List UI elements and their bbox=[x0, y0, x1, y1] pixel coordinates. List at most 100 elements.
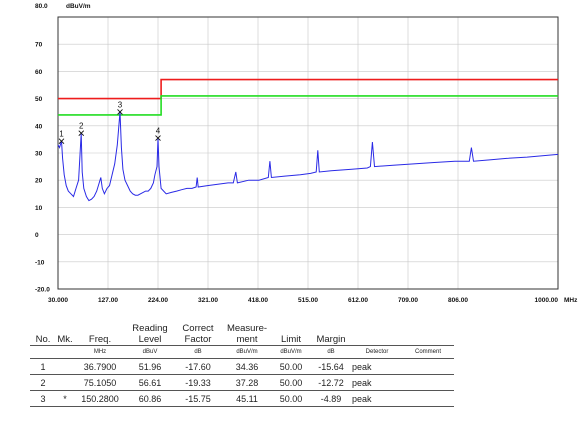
table-row: 1 36.7900 51.96 -17.60 34.36 50.00 -15.6… bbox=[30, 358, 454, 375]
limit-lines bbox=[58, 78, 558, 116]
y-unit-label: dBuV/m bbox=[66, 3, 91, 10]
cell-limit: 50.00 bbox=[272, 390, 310, 407]
table-row: 3 * 150.2800 60.86 -15.75 45.11 50.00 -4… bbox=[30, 390, 454, 407]
y-tick-label: 70 bbox=[35, 42, 43, 49]
marker-cross bbox=[117, 109, 123, 115]
cell-comment bbox=[402, 390, 454, 407]
col-header-correct-factor: Correct Factor bbox=[182, 323, 214, 345]
cell-correct-factor: -15.75 bbox=[174, 390, 222, 407]
cell-freq: 150.2800 bbox=[74, 390, 126, 407]
x-tick-label: 612.00 bbox=[348, 297, 368, 304]
y-tick-label: 30 bbox=[35, 151, 43, 158]
x-unit-label: MHz bbox=[564, 297, 578, 304]
col-header-detector bbox=[352, 314, 402, 346]
col-header-mk: Mk. bbox=[57, 334, 73, 345]
y-tick-label: 50 bbox=[35, 96, 43, 103]
cell-margin: -15.64 bbox=[310, 358, 352, 375]
y-tick-label: 60 bbox=[35, 69, 43, 76]
unit-detector: Detector bbox=[352, 345, 402, 359]
unit-margin: dB bbox=[310, 345, 352, 359]
limit-line bbox=[58, 95, 558, 116]
x-tick-label: 224.00 bbox=[148, 297, 168, 304]
table-row: 2 75.1050 56.61 -19.33 37.28 50.00 -12.7… bbox=[30, 374, 454, 391]
marker-label: 3 bbox=[118, 100, 123, 109]
x-tick-label: 515.00 bbox=[298, 297, 318, 304]
unit-freq: MHz bbox=[74, 345, 126, 359]
marker-label: 1 bbox=[59, 130, 64, 139]
unit-measurement: dBuV/m bbox=[222, 345, 272, 359]
unit-comment: Comment bbox=[402, 345, 454, 359]
col-header-comment bbox=[402, 314, 454, 346]
col-header-freq: Freq. bbox=[88, 334, 112, 345]
x-tick-label: 709.00 bbox=[398, 297, 418, 304]
y-tick-label: 10 bbox=[35, 205, 43, 212]
marker-label: 2 bbox=[79, 122, 84, 131]
measurement-table: No. Mk. Freq. Reading Level Correct Fact… bbox=[30, 314, 454, 407]
cell-correct-factor: -19.33 bbox=[174, 374, 222, 391]
marker: 4 bbox=[155, 127, 161, 141]
cell-freq: 36.7900 bbox=[74, 358, 126, 375]
col-header-limit: Limit bbox=[280, 334, 302, 345]
limit-line bbox=[58, 78, 558, 100]
cell-detector: peak bbox=[352, 390, 402, 407]
unit-correct-factor: dB bbox=[174, 345, 222, 359]
y-tick-label: -20.0 bbox=[35, 287, 50, 294]
y-tick-label: 80.0 bbox=[35, 3, 48, 10]
plot-frame bbox=[57, 16, 559, 290]
unit-limit: dBuV/m bbox=[272, 345, 310, 359]
cell-limit: 50.00 bbox=[272, 374, 310, 391]
unit-no bbox=[30, 345, 56, 359]
marker-cross bbox=[78, 130, 85, 137]
cell-detector: peak bbox=[352, 374, 402, 391]
unit-reading-level: dBuV bbox=[126, 345, 174, 359]
cell-measurement: 37.28 bbox=[222, 374, 272, 391]
cell-margin: -12.72 bbox=[310, 374, 352, 391]
col-header-measurement: Measure- ment bbox=[226, 323, 268, 345]
markers: 1 2 3 4 bbox=[58, 100, 161, 144]
col-header-margin: Margin bbox=[316, 334, 346, 345]
marker-label: 4 bbox=[156, 127, 161, 136]
cell-measurement: 34.36 bbox=[222, 358, 272, 375]
x-tick-label: 418.00 bbox=[248, 297, 268, 304]
cell-no: 3 bbox=[30, 390, 56, 407]
marker: 1 bbox=[58, 130, 65, 144]
table-header-row: No. Mk. Freq. Reading Level Correct Fact… bbox=[30, 314, 454, 346]
cell-measurement: 45.11 bbox=[222, 390, 272, 407]
grid bbox=[58, 17, 558, 289]
cell-mk bbox=[56, 358, 74, 375]
col-header-reading-level: Reading Level bbox=[132, 323, 168, 345]
trace bbox=[57, 111, 559, 202]
emission-chart: 1 2 3 4 80.0 70 60 50 40 30 20 10 0 -10 -20.0 30.000 1… bbox=[0, 0, 583, 310]
marker: 2 bbox=[78, 122, 85, 137]
table-units-row: MHz dBuV dB dBuV/m dBuV/m dB Detector Co… bbox=[30, 345, 454, 359]
cell-freq: 75.1050 bbox=[74, 374, 126, 391]
cell-no: 2 bbox=[30, 374, 56, 391]
x-tick-labels: 30.000 127.00 224.00 321.00 418.00 515.00 612.… bbox=[48, 297, 558, 304]
x-tick-label: 321.00 bbox=[198, 297, 218, 304]
marker-cross bbox=[58, 138, 65, 144]
y-tick-label: 0 bbox=[35, 232, 39, 239]
x-tick-label: 30.000 bbox=[48, 297, 68, 304]
cell-comment bbox=[402, 358, 454, 375]
y-tick-label: -10 bbox=[35, 259, 45, 266]
cell-correct-factor: -17.60 bbox=[174, 358, 222, 375]
x-tick-label: 127.00 bbox=[98, 297, 118, 304]
y-tick-label: 40 bbox=[35, 123, 43, 130]
cell-no: 1 bbox=[30, 358, 56, 375]
marker-cross bbox=[155, 135, 161, 141]
marker: 3 bbox=[117, 100, 123, 115]
cell-reading-level: 60.86 bbox=[126, 390, 174, 407]
cell-reading-level: 56.61 bbox=[126, 374, 174, 391]
cell-margin: -4.89 bbox=[310, 390, 352, 407]
y-tick-labels: 80.0 70 60 50 40 30 20 10 0 -10 -20.0 bbox=[35, 3, 50, 294]
plot-background bbox=[0, 0, 583, 310]
unit-mk bbox=[56, 345, 74, 359]
y-tick-label: 20 bbox=[35, 178, 43, 185]
emission-trace bbox=[57, 111, 559, 202]
x-tick-label: 1000.00 bbox=[535, 297, 559, 304]
x-tick-label: 806.00 bbox=[448, 297, 468, 304]
cell-mk: * bbox=[56, 390, 74, 407]
cell-mk bbox=[56, 374, 74, 391]
col-header-no: No. bbox=[35, 334, 51, 345]
cell-reading-level: 51.96 bbox=[126, 358, 174, 375]
